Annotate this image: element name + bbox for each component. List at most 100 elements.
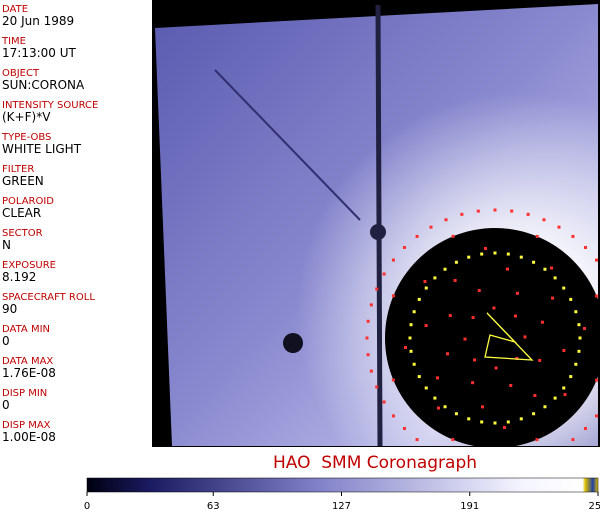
red-dot [404, 346, 408, 350]
red-dot [510, 209, 514, 213]
field-label: DATE [2, 4, 28, 15]
red-dot [595, 414, 599, 418]
yellow-dot [569, 375, 573, 379]
field-label: EXPOSURE [2, 260, 56, 271]
field-value: WHITE LIGHT [2, 142, 82, 156]
streak [214, 69, 361, 221]
field-label: POLAROID [2, 196, 54, 207]
red-dot [533, 394, 537, 398]
field-label: TIME [1, 36, 26, 47]
yellow-dot [454, 412, 458, 416]
red-dot [550, 266, 554, 270]
red-dot [429, 225, 433, 229]
field-value: 0 [2, 334, 10, 348]
yellow-dot [417, 297, 421, 301]
colorbar-ticks: 0 63 127 191 255 [84, 492, 600, 512]
field-label: DATA MAX [2, 356, 53, 367]
yellow-dot [519, 255, 523, 259]
red-dot [366, 319, 370, 323]
red-dot [391, 378, 395, 382]
red-dot [557, 225, 561, 229]
red-dot [584, 427, 588, 431]
blob [370, 224, 386, 240]
yellow-dot [532, 260, 536, 264]
field-label: INTENSITY SOURCE [2, 100, 98, 111]
field-label: DATA MIN [2, 324, 50, 335]
red-dot [551, 296, 555, 300]
field-value: 1.00E-08 [2, 430, 56, 444]
red-dot [477, 463, 480, 466]
yellow-dot [519, 417, 523, 421]
yellow-dot [467, 255, 471, 259]
red-dot [477, 289, 481, 293]
field-value: 90 [2, 302, 17, 316]
yellow-dot [408, 336, 412, 340]
red-dot [415, 438, 419, 442]
red-dot [526, 212, 530, 216]
red-dot [451, 234, 455, 238]
yellow-dot [553, 396, 557, 400]
red-dot [369, 303, 373, 307]
yellow-dot [574, 362, 578, 366]
occulter [385, 228, 600, 447]
field-value: GREEN [2, 174, 44, 188]
red-dot [483, 247, 487, 251]
red-dot [503, 425, 507, 429]
yellow-dot [574, 310, 578, 314]
field-label: SECTOR [2, 228, 43, 239]
red-dot [571, 234, 575, 238]
yellow-dot [412, 310, 416, 314]
yellow-dot [467, 417, 471, 421]
red-dot [444, 218, 448, 222]
field-value: CLEAR [2, 206, 41, 220]
red-dot [515, 291, 519, 295]
red-dot [391, 258, 395, 262]
red-dot [436, 406, 440, 410]
tick-label: 191 [460, 501, 479, 512]
yellow-dot [443, 267, 447, 271]
yellow-dot [424, 386, 428, 390]
red-dot [423, 279, 427, 283]
field-value: 0 [2, 398, 10, 412]
yellow-dot [543, 405, 547, 409]
red-dot [523, 335, 527, 339]
red-dot [402, 245, 406, 249]
field-value: 20 Jun 1989 [2, 14, 74, 28]
yellow-dot [409, 323, 413, 327]
tick-label: 255 [588, 501, 600, 512]
yellow-dot [412, 362, 416, 366]
yellow-dot [506, 420, 510, 424]
red-dot [460, 212, 464, 216]
red-dot [453, 278, 457, 282]
field-label: OBJECT [2, 68, 40, 79]
red-dot [595, 378, 599, 382]
red-dot [492, 306, 496, 310]
red-dot [571, 438, 575, 442]
red-dot [473, 358, 477, 362]
red-dot [365, 336, 369, 340]
field-value: SUN:CORONA [2, 78, 85, 92]
yellow-dot [506, 252, 510, 256]
yellow-dot [480, 420, 484, 424]
red-dot [402, 427, 406, 431]
red-dot [542, 455, 545, 458]
red-dot [382, 400, 386, 404]
tick-label: 127 [332, 501, 351, 512]
image [153, 0, 600, 466]
yellow-dot [480, 252, 484, 256]
red-dot [535, 438, 539, 442]
red-dot [430, 447, 433, 450]
red-dot [369, 369, 373, 373]
colorbar [86, 477, 599, 493]
red-dot [527, 460, 530, 463]
field-value: 8.192 [2, 270, 36, 284]
field-value: 1.76E-08 [2, 366, 56, 380]
title: HAO SMM Coronagraph [273, 453, 477, 473]
red-dot [382, 272, 386, 276]
yellow-dot [433, 276, 437, 280]
yellow-dot [577, 323, 581, 327]
field-label: DISP MAX [2, 420, 51, 431]
red-dot [366, 353, 370, 357]
red-dot [391, 414, 395, 418]
